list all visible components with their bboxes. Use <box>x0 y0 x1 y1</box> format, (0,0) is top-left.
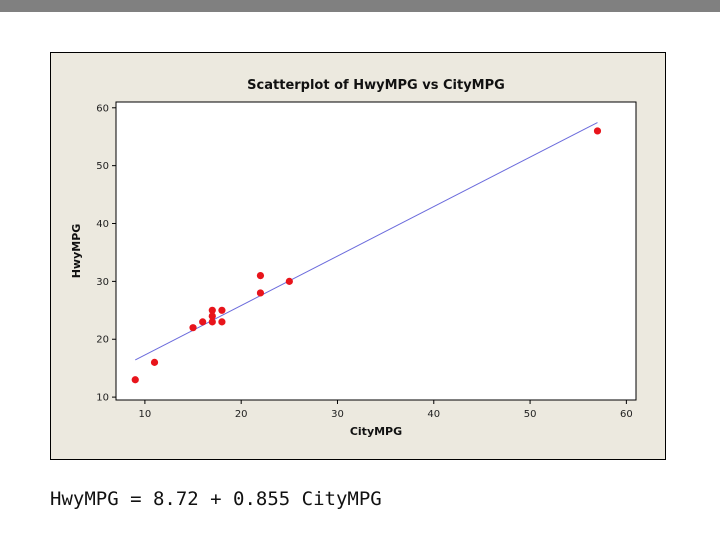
data-point <box>131 376 139 384</box>
data-point <box>285 277 293 285</box>
x-tick-label: 50 <box>524 409 537 420</box>
data-point <box>593 127 602 135</box>
x-tick-label: 10 <box>139 409 152 420</box>
x-axis-label: CityMPG <box>350 425 402 438</box>
plot-area <box>115 101 637 401</box>
chart-title: Scatterplot of HwyMPG vs CityMPG <box>247 78 505 93</box>
y-tick-label: 60 <box>96 103 109 114</box>
data-point <box>150 358 159 366</box>
data-point <box>208 312 216 320</box>
x-tick-label: 20 <box>235 409 248 420</box>
y-tick-label: 50 <box>96 161 109 172</box>
data-point <box>199 318 207 326</box>
x-tick-label: 60 <box>620 409 633 420</box>
data-point <box>218 306 226 314</box>
data-point <box>208 318 216 326</box>
x-tick-label: 40 <box>427 409 440 420</box>
regression-equation: HwyMPG = 8.72 + 0.855 CityMPG <box>50 488 382 510</box>
data-point <box>189 324 197 332</box>
y-tick-label: 30 <box>96 277 109 288</box>
data-point <box>256 289 265 297</box>
data-point <box>218 318 226 326</box>
y-tick-label: 20 <box>96 335 109 346</box>
data-point <box>208 306 216 314</box>
data-point <box>256 271 265 280</box>
y-axis-label: HwyMPG <box>70 224 83 279</box>
top-bar <box>0 0 720 12</box>
chart-frame: Scatterplot of HwyMPG vs CityMPG 10 20 30 40… <box>50 52 666 460</box>
x-tick-label: 30 <box>331 409 344 420</box>
y-tick-label: 40 <box>96 219 109 230</box>
scatterplot-chart: Scatterplot of HwyMPG vs CityMPG 10 20 30 40… <box>70 78 637 438</box>
y-tick-label: 10 <box>96 393 109 404</box>
